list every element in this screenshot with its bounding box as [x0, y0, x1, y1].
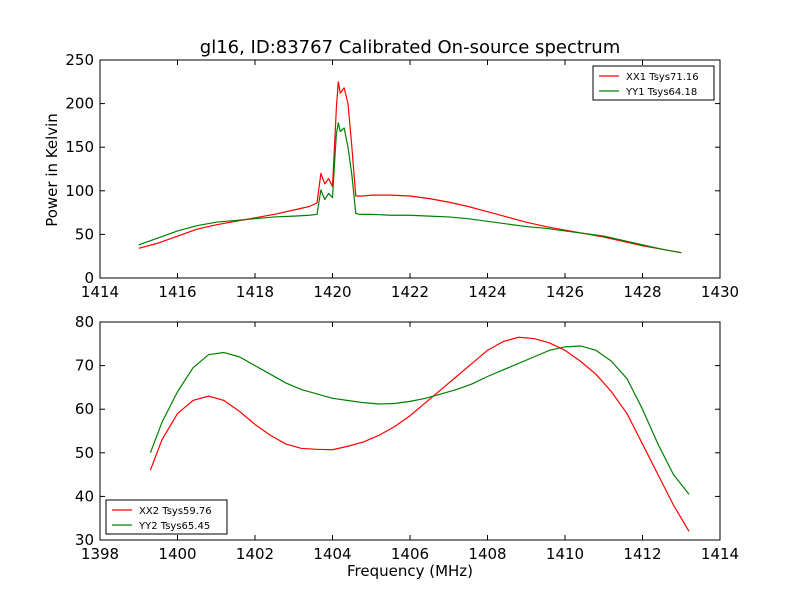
legend-box [592, 65, 715, 101]
y-tick-label: 70 [75, 357, 94, 375]
series-line-top-1 [138, 122, 682, 254]
x-tick-label: 1414 [701, 545, 739, 563]
legend-entry: XX1 Tsys71.16 [626, 72, 699, 83]
x-tick-label: 1416 [158, 283, 196, 301]
top-y-axis-label: Power in Kelvin [43, 113, 61, 227]
legend-box [105, 499, 228, 535]
x-tick-label: 1400 [158, 545, 196, 563]
y-tick-label: 30 [75, 531, 94, 549]
chart-title: gl16, ID:83767 Calibrated On-source spec… [200, 37, 620, 58]
series-line-bottom-0 [149, 336, 690, 532]
x-tick-label: 1420 [313, 283, 351, 301]
x-tick-label: 1430 [701, 283, 739, 301]
x-axis-label: Frequency (MHz) [347, 562, 473, 580]
x-tick-label: 1414 [81, 283, 119, 301]
top-legend: XX1 Tsys71.16 YY1 Tsys64.18 [592, 65, 715, 101]
y-tick-label: 50 [75, 225, 94, 243]
top-panel: 1414 1416 1418 1420 1422 1424 1426 1428 1430 0 50 1… [65, 51, 739, 301]
series-line-top-0 [138, 81, 682, 254]
x-tick-label: 1410 [546, 545, 584, 563]
y-tick-label: 100 [65, 182, 94, 200]
x-tick-label: 1418 [236, 283, 274, 301]
x-tick-label: 1398 [81, 545, 119, 563]
bottom-panel: 1398 1400 1402 1404 1406 1408 1410 1412 1414 30 40… [75, 313, 739, 563]
y-tick-label: 200 [65, 95, 94, 113]
x-tick-label: 1406 [391, 545, 429, 563]
x-tick-label: 1412 [623, 545, 661, 563]
y-tick-label: 40 [75, 487, 94, 505]
y-tick-label: 0 [84, 269, 94, 287]
y-tick-label: 150 [65, 138, 94, 156]
bottom-legend: XX2 Tsys59.76 YY2 Tsys65.45 [105, 499, 228, 535]
legend-entry: XX2 Tsys59.76 [139, 506, 212, 517]
y-tick-label: 80 [75, 313, 94, 331]
y-tick-label: 50 [75, 444, 94, 462]
x-tick-label: 1402 [236, 545, 274, 563]
x-tick-label: 1424 [468, 283, 506, 301]
x-tick-label: 1426 [546, 283, 584, 301]
x-tick-label: 1422 [391, 283, 429, 301]
series-line-bottom-1 [149, 345, 690, 495]
legend-entry: YY2 Tsys65.45 [138, 521, 210, 532]
x-tick-label: 1428 [623, 283, 661, 301]
legend-entry: YY1 Tsys64.18 [625, 87, 697, 98]
x-tick-label: 1404 [313, 545, 351, 563]
y-tick-label: 60 [75, 400, 94, 418]
y-tick-label: 250 [65, 51, 94, 69]
x-tick-label: 1408 [468, 545, 506, 563]
